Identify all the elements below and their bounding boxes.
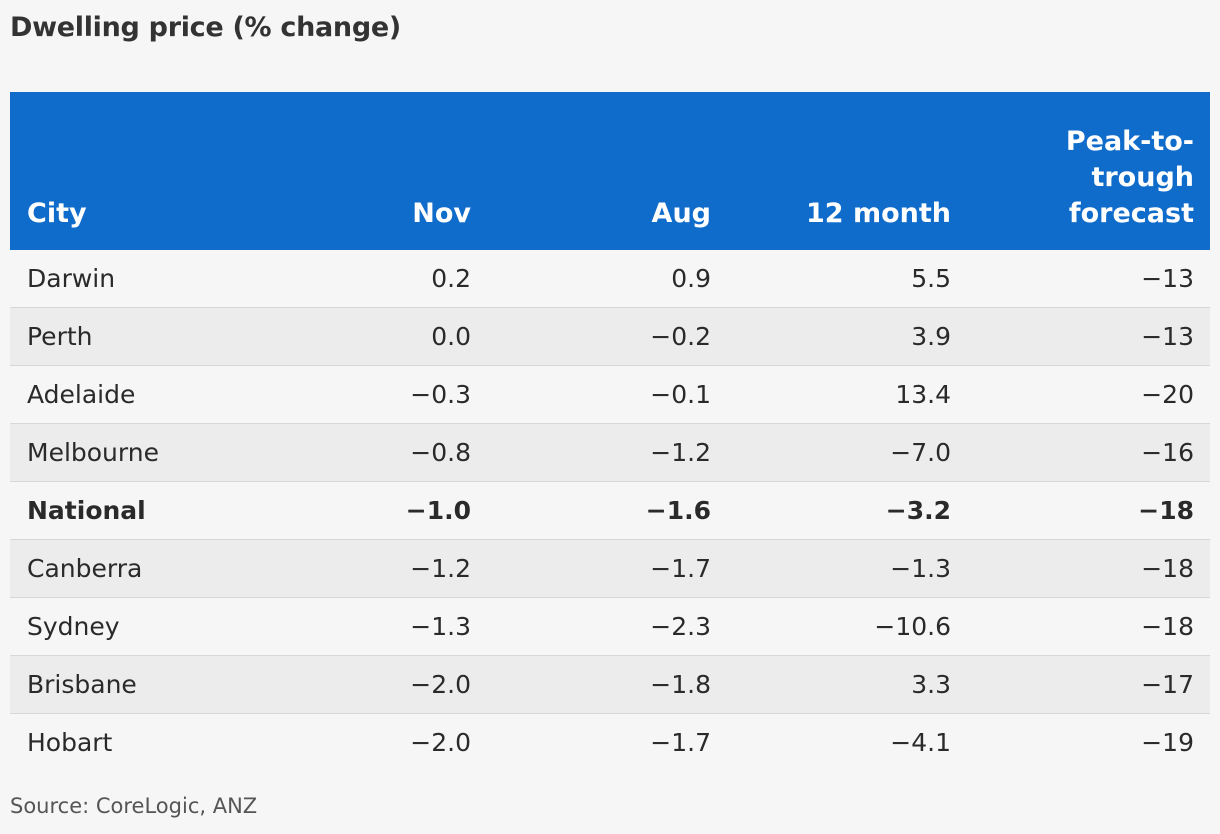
header-12-month: 12 month: [711, 92, 951, 250]
cell-peak-to-trough: −16: [951, 423, 1210, 482]
cell-12-month: −10.6: [711, 597, 951, 656]
cell-city: Darwin: [10, 250, 245, 308]
table-row: Brisbane −2.0 −1.8 3.3 −17: [10, 655, 1210, 714]
chart-title: Dwelling price (% change): [10, 12, 401, 43]
cell-peak-to-trough: −20: [951, 365, 1210, 424]
table-row: National −1.0 −1.6 −3.2 −18: [10, 481, 1210, 540]
cell-peak-to-trough: −18: [951, 539, 1210, 598]
cell-nov: −1.2: [245, 539, 471, 598]
cell-12-month: 5.5: [711, 250, 951, 308]
cell-aug: −1.2: [471, 423, 711, 482]
cell-aug: −1.8: [471, 655, 711, 714]
header-aug: Aug: [471, 92, 711, 250]
header-city: City: [10, 92, 245, 250]
table-row: Melbourne −0.8 −1.2 −7.0 −16: [10, 423, 1210, 482]
header-peak-to-trough: Peak-to-trough forecast: [951, 92, 1210, 250]
cell-peak-to-trough: −18: [951, 481, 1210, 540]
cell-aug: −1.7: [471, 539, 711, 598]
cell-nov: −0.8: [245, 423, 471, 482]
data-table-container: City Nov Aug 12 month Peak-to-trough for…: [10, 92, 1210, 771]
cell-aug: −0.2: [471, 307, 711, 366]
cell-city: Melbourne: [10, 423, 245, 482]
header-nov: Nov: [245, 92, 471, 250]
cell-city: Adelaide: [10, 365, 245, 424]
cell-nov: 0.0: [245, 307, 471, 366]
cell-peak-to-trough: −19: [951, 713, 1210, 771]
table-row: Sydney −1.3 −2.3 −10.6 −18: [10, 597, 1210, 656]
cell-aug: 0.9: [471, 250, 711, 308]
table-row: Adelaide −0.3 −0.1 13.4 −20: [10, 365, 1210, 424]
cell-12-month: 3.3: [711, 655, 951, 714]
cell-peak-to-trough: −13: [951, 307, 1210, 366]
cell-aug: −1.7: [471, 713, 711, 771]
cell-12-month: 13.4: [711, 365, 951, 424]
cell-12-month: −7.0: [711, 423, 951, 482]
cell-nov: −2.0: [245, 655, 471, 714]
header-peak-to-trough-label: Peak-to-trough forecast: [1065, 126, 1194, 229]
cell-nov: −1.3: [245, 597, 471, 656]
cell-city: National: [10, 481, 245, 540]
cell-peak-to-trough: −18: [951, 597, 1210, 656]
cell-nov: −0.3: [245, 365, 471, 424]
table-row: Canberra −1.2 −1.7 −1.3 −18: [10, 539, 1210, 598]
cell-peak-to-trough: −17: [951, 655, 1210, 714]
cell-12-month: −3.2: [711, 481, 951, 540]
cell-city: Hobart: [10, 713, 245, 771]
cell-city: Sydney: [10, 597, 245, 656]
table-header: City Nov Aug 12 month Peak-to-trough for…: [10, 92, 1210, 250]
cell-12-month: −4.1: [711, 713, 951, 771]
header-row: City Nov Aug 12 month Peak-to-trough for…: [10, 92, 1210, 250]
table-row: Darwin 0.2 0.9 5.5 −13: [10, 250, 1210, 308]
cell-city: Canberra: [10, 539, 245, 598]
cell-city: Brisbane: [10, 655, 245, 714]
cell-aug: −2.3: [471, 597, 711, 656]
cell-nov: −2.0: [245, 713, 471, 771]
cell-aug: −1.6: [471, 481, 711, 540]
cell-nov: −1.0: [245, 481, 471, 540]
table-row: Perth 0.0 −0.2 3.9 −13: [10, 307, 1210, 366]
source-note: Source: CoreLogic, ANZ: [10, 794, 258, 818]
cell-12-month: 3.9: [711, 307, 951, 366]
cell-aug: −0.1: [471, 365, 711, 424]
cell-nov: 0.2: [245, 250, 471, 308]
table-row: Hobart −2.0 −1.7 −4.1 −19: [10, 713, 1210, 771]
cell-city: Perth: [10, 307, 245, 366]
table-body: Darwin 0.2 0.9 5.5 −13 Perth 0.0 −0.2 3.9 −13 Adel…: [10, 250, 1210, 771]
cell-12-month: −1.3: [711, 539, 951, 598]
cell-peak-to-trough: −13: [951, 250, 1210, 308]
dwelling-price-table: City Nov Aug 12 month Peak-to-trough for…: [10, 92, 1210, 771]
